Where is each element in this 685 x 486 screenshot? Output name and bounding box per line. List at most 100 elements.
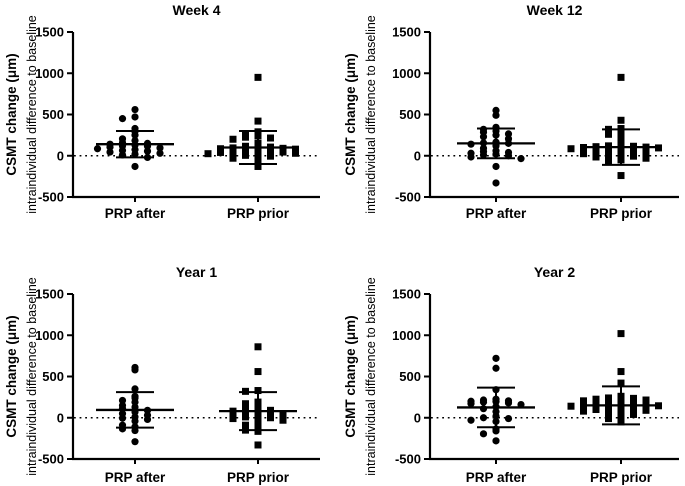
- x-category-label: PRP prior: [227, 206, 290, 221]
- data-point-circle: [492, 437, 500, 445]
- data-point-square: [605, 158, 612, 166]
- data-point-square: [229, 148, 237, 156]
- data-point-square: [254, 441, 262, 449]
- y-tick-label: 1000: [392, 328, 421, 343]
- data-point-circle: [504, 414, 513, 423]
- data-point-square: [267, 134, 274, 142]
- data-point-square: [580, 150, 587, 158]
- data-point-square: [267, 152, 274, 160]
- panel-week-12: Week 12 CSMT change (μm) intraindividual d…: [342, 0, 685, 243]
- data-point-square: [229, 410, 237, 418]
- data-point-square: [605, 146, 612, 154]
- data-point-square: [292, 149, 299, 157]
- series-circle: [93, 105, 164, 171]
- y-axis-label-bold: CSMT change (μm): [4, 53, 19, 175]
- data-point-square: [630, 147, 637, 155]
- data-point-square: [254, 117, 262, 125]
- data-point-square: [242, 413, 249, 421]
- data-point-circle: [156, 149, 164, 157]
- y-tick-label: 1000: [392, 66, 421, 81]
- x-category-label: PRP after: [466, 470, 527, 485]
- data-point-square: [642, 154, 650, 162]
- y-axis-label-regular: intraindividual difference to baseline: [25, 277, 39, 476]
- y-axis-label-bold: CSMT change (μm): [343, 53, 358, 175]
- data-point-square: [605, 130, 612, 138]
- data-point-square: [592, 148, 600, 156]
- data-point-square: [567, 402, 575, 410]
- error-bar: [582, 385, 660, 426]
- data-point-square: [267, 410, 274, 418]
- data-point-circle: [517, 155, 525, 163]
- y-axis-label-regular: intraindividual difference to baseline: [364, 15, 378, 214]
- data-point-circle: [479, 405, 488, 413]
- y-tick-label: -500: [395, 452, 421, 467]
- data-point-square: [580, 407, 587, 415]
- data-point-circle: [492, 427, 500, 435]
- x-category-label: PRP prior: [227, 470, 290, 485]
- error-bar: [582, 128, 660, 166]
- data-point-square: [217, 148, 224, 156]
- data-point-square: [605, 142, 612, 150]
- data-point-square: [630, 399, 637, 407]
- y-tick-label: -500: [38, 452, 64, 467]
- data-point-circle: [131, 105, 139, 114]
- data-point-circle: [131, 366, 139, 374]
- data-point-square: [592, 153, 600, 161]
- data-point-circle: [492, 364, 500, 372]
- data-point-square: [605, 404, 612, 412]
- y-tick-label: 0: [57, 410, 64, 425]
- data-point-square: [642, 149, 650, 157]
- data-point-square: [242, 147, 249, 155]
- data-point-circle: [93, 145, 102, 153]
- data-point-square: [254, 427, 262, 435]
- data-point-square: [254, 162, 262, 170]
- data-point-square: [630, 152, 637, 160]
- data-point-circle: [143, 415, 152, 423]
- data-point-square: [592, 400, 600, 408]
- data-point-square: [229, 154, 237, 162]
- data-point-circle: [118, 425, 127, 433]
- data-point-square: [242, 142, 249, 150]
- y-tick-label: 500: [42, 369, 64, 384]
- data-point-square: [642, 396, 650, 404]
- x-category-label: PRP prior: [590, 206, 653, 221]
- data-point-square: [642, 406, 650, 414]
- y-axis-label-regular: intraindividual difference to baseline: [364, 277, 378, 476]
- series-square: [567, 330, 662, 426]
- y-tick-label: 0: [57, 148, 64, 163]
- y-tick-label: 1500: [35, 287, 64, 302]
- data-point-square: [617, 116, 625, 124]
- error-bar: [219, 130, 297, 165]
- data-point-square: [279, 148, 287, 156]
- data-point-circle: [143, 147, 152, 155]
- y-axis-label-bold: CSMT change (μm): [4, 315, 19, 437]
- chart-year-1: Year 1 CSMT change (μm) intraindividual di…: [4, 264, 320, 485]
- data-point-square: [242, 409, 249, 417]
- data-point-square: [617, 330, 625, 338]
- series-square: [204, 73, 299, 170]
- data-point-circle: [131, 385, 139, 393]
- data-point-square: [217, 145, 224, 153]
- y-tick-label: -500: [38, 190, 64, 205]
- data-point-square: [279, 411, 287, 419]
- data-point-square: [617, 73, 625, 81]
- y-tick-label: 1000: [35, 66, 64, 81]
- y-tick-label: 1500: [35, 25, 64, 40]
- data-point-square: [292, 145, 299, 153]
- panel-title: Year 2: [534, 264, 575, 280]
- series-square: [567, 73, 662, 180]
- y-tick-label: 500: [399, 369, 421, 384]
- data-point-circle: [504, 399, 513, 407]
- data-point-circle: [479, 430, 488, 438]
- data-point-circle: [467, 416, 475, 424]
- data-point-square: [267, 147, 274, 155]
- x-category-label: PRP after: [105, 470, 166, 485]
- data-point-square: [254, 387, 262, 395]
- y-tick-label: 1500: [392, 25, 421, 40]
- data-point-circle: [156, 144, 164, 152]
- data-point-circle: [131, 162, 139, 171]
- data-point-square: [242, 151, 249, 159]
- data-point-circle: [131, 426, 139, 435]
- data-point-square: [617, 172, 625, 180]
